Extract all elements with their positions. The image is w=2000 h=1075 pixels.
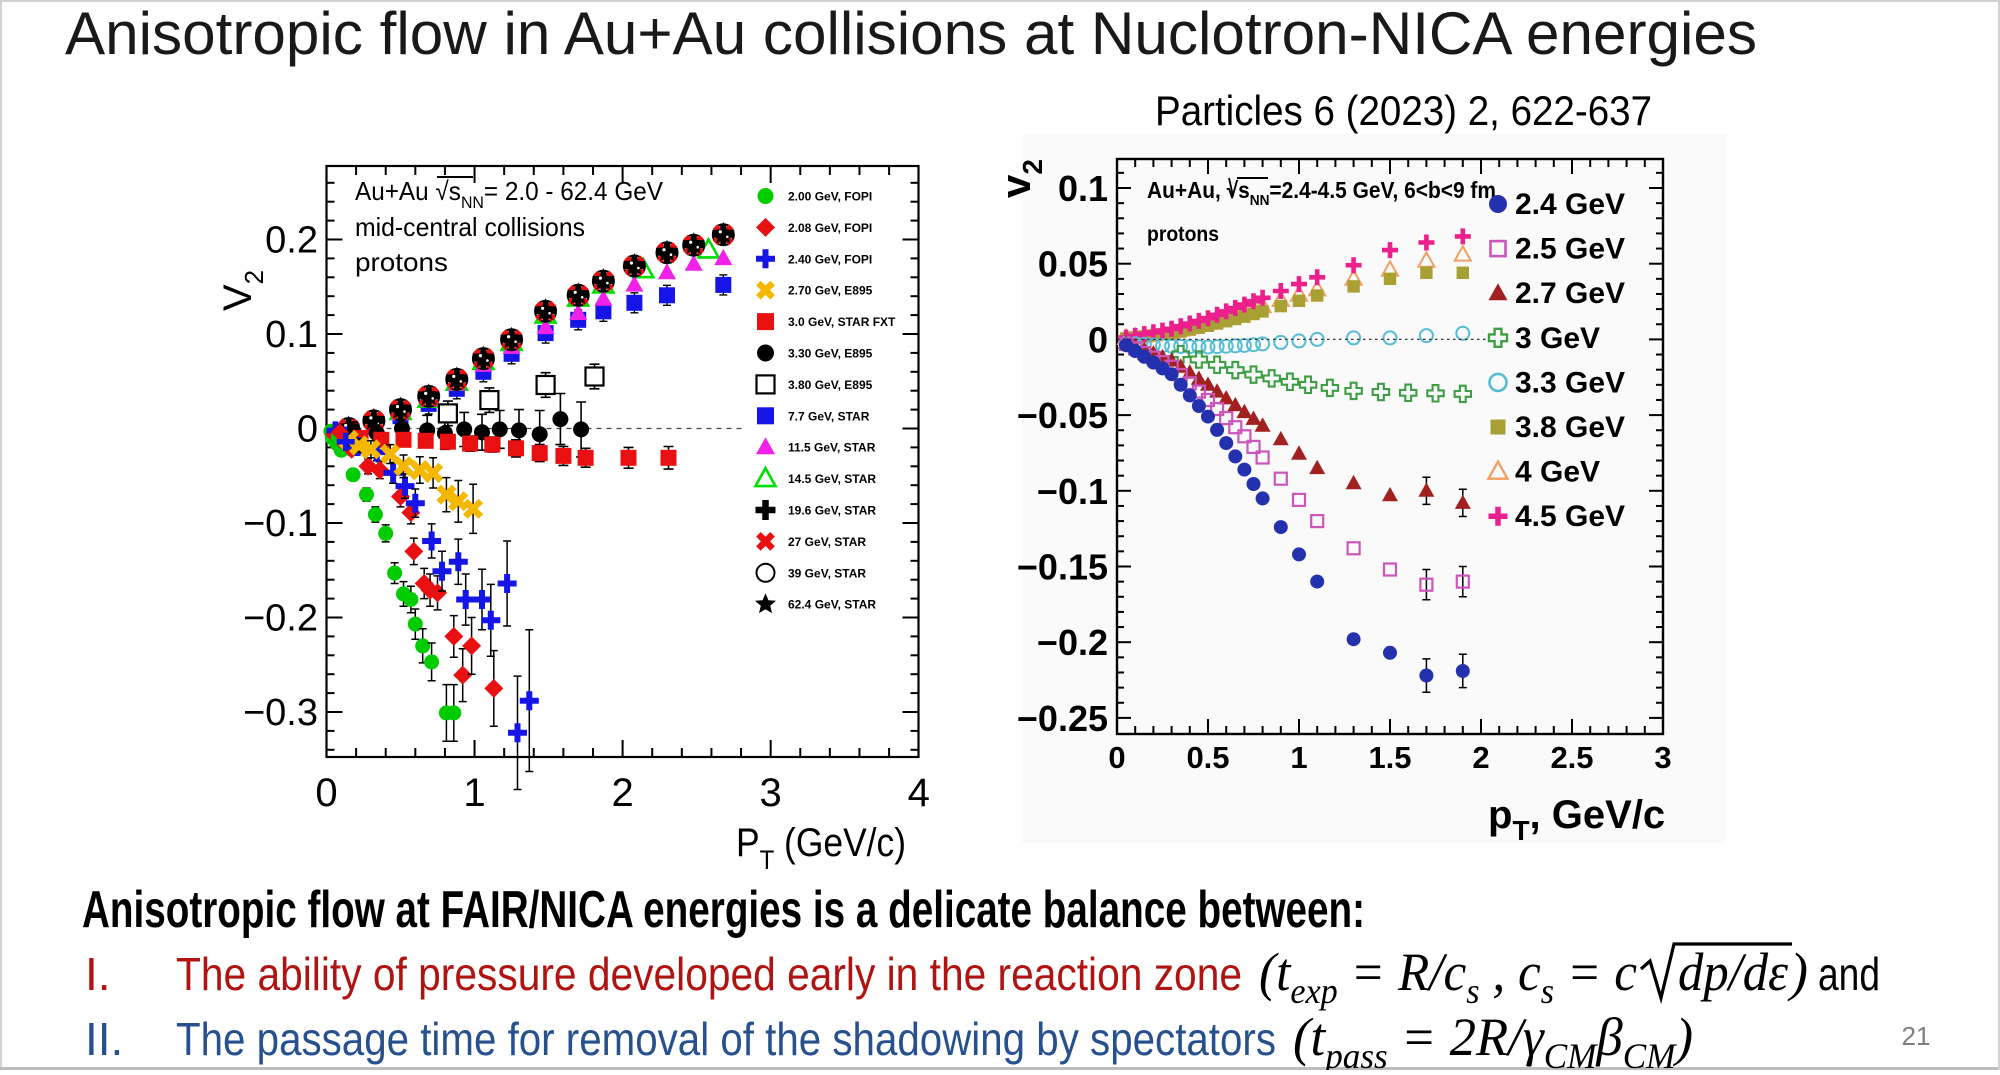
svg-text:−0.2: −0.2 xyxy=(1037,622,1108,663)
svg-text:II.: II. xyxy=(85,1013,123,1065)
svg-text:protons: protons xyxy=(355,247,448,277)
svg-text:3.30 GeV, E895: 3.30 GeV, E895 xyxy=(788,347,873,361)
svg-text:2.00 GeV, FOPI: 2.00 GeV, FOPI xyxy=(788,190,872,204)
svg-text:1.5: 1.5 xyxy=(1368,740,1411,775)
svg-text:−0.05: −0.05 xyxy=(1017,395,1108,436)
svg-text:−0.1: −0.1 xyxy=(243,503,318,545)
svg-text:0: 0 xyxy=(1108,740,1125,775)
svg-text:2.5 GeV: 2.5 GeV xyxy=(1515,233,1625,266)
svg-text:Anisotropic flow in Au+Au coll: Anisotropic flow in Au+Au collisions at … xyxy=(65,0,1757,67)
svg-text:7.7 GeV, STAR: 7.7 GeV, STAR xyxy=(788,409,870,423)
svg-text:0: 0 xyxy=(1088,319,1108,360)
svg-text:2.7 GeV: 2.7 GeV xyxy=(1515,277,1625,310)
svg-text:1: 1 xyxy=(1290,740,1307,775)
svg-text:3.0 GeV, STAR FXT: 3.0 GeV, STAR FXT xyxy=(788,315,896,329)
svg-text:0.05: 0.05 xyxy=(1038,244,1108,285)
svg-text:−0.2: −0.2 xyxy=(243,598,318,640)
svg-text:Particles 6 (2023) 2, 622-637: Particles 6 (2023) 2, 622-637 xyxy=(1155,87,1652,134)
svg-text:0.2: 0.2 xyxy=(265,220,318,262)
svg-text:39 GeV, STAR: 39 GeV, STAR xyxy=(788,566,866,580)
svg-text:3.80 GeV, E895: 3.80 GeV, E895 xyxy=(788,378,873,392)
svg-text:0.1: 0.1 xyxy=(265,314,318,356)
svg-text:2.40 GeV, FOPI: 2.40 GeV, FOPI xyxy=(788,252,872,266)
svg-text:The ability of pressure develo: The ability of pressure developed early … xyxy=(176,948,1242,1000)
svg-text:3: 3 xyxy=(760,771,782,815)
svg-text:The passage time for removal o: The passage time for removal of the shad… xyxy=(176,1013,1276,1065)
svg-text:4.5 GeV: 4.5 GeV xyxy=(1515,500,1625,533)
svg-text:3.8 GeV: 3.8 GeV xyxy=(1515,411,1625,444)
svg-text:4 GeV: 4 GeV xyxy=(1515,456,1600,489)
svg-text:0: 0 xyxy=(297,409,318,451)
svg-text:3 GeV: 3 GeV xyxy=(1515,322,1600,355)
svg-text:3.3 GeV: 3.3 GeV xyxy=(1515,366,1625,399)
svg-text:): ) xyxy=(1787,942,1808,1002)
svg-text:2.70 GeV, E895: 2.70 GeV, E895 xyxy=(788,284,873,298)
svg-text:3: 3 xyxy=(1654,740,1671,775)
svg-text:27 GeV, STAR: 27 GeV, STAR xyxy=(788,535,866,549)
svg-text:2.4 GeV: 2.4 GeV xyxy=(1515,188,1625,221)
svg-text:11.5 GeV, STAR: 11.5 GeV, STAR xyxy=(788,441,876,455)
svg-text:dp/dε: dp/dε xyxy=(1678,942,1789,1002)
svg-text:19.6 GeV, STAR: 19.6 GeV, STAR xyxy=(788,504,876,518)
svg-text:1: 1 xyxy=(463,771,485,815)
svg-text:21: 21 xyxy=(1902,1021,1931,1051)
svg-text:2.08 GeV, FOPI: 2.08 GeV, FOPI xyxy=(788,221,872,235)
svg-text:protons: protons xyxy=(1147,223,1219,246)
svg-text:4: 4 xyxy=(908,771,930,815)
svg-text:and: and xyxy=(1818,948,1880,1000)
svg-text:2.5: 2.5 xyxy=(1550,740,1593,775)
svg-text:2: 2 xyxy=(1472,740,1489,775)
svg-text:Anisotropic flow at FAIR/NICA: Anisotropic flow at FAIR/NICA energies i… xyxy=(82,881,1365,939)
svg-text:−0.15: −0.15 xyxy=(1017,547,1108,588)
svg-text:−0.25: −0.25 xyxy=(1017,698,1108,739)
svg-text:62.4 GeV, STAR: 62.4 GeV, STAR xyxy=(788,598,876,612)
svg-text:0.1: 0.1 xyxy=(1058,168,1108,209)
svg-text:0.5: 0.5 xyxy=(1186,740,1229,775)
svg-text:2: 2 xyxy=(611,771,633,815)
svg-text:0: 0 xyxy=(315,771,337,815)
svg-text:−0.3: −0.3 xyxy=(243,692,318,734)
svg-text:−0.1: −0.1 xyxy=(1037,471,1108,512)
svg-text:14.5 GeV, STAR: 14.5 GeV, STAR xyxy=(788,472,876,486)
svg-text:I.: I. xyxy=(85,948,111,1000)
svg-text:mid-central collisions: mid-central collisions xyxy=(355,212,585,242)
